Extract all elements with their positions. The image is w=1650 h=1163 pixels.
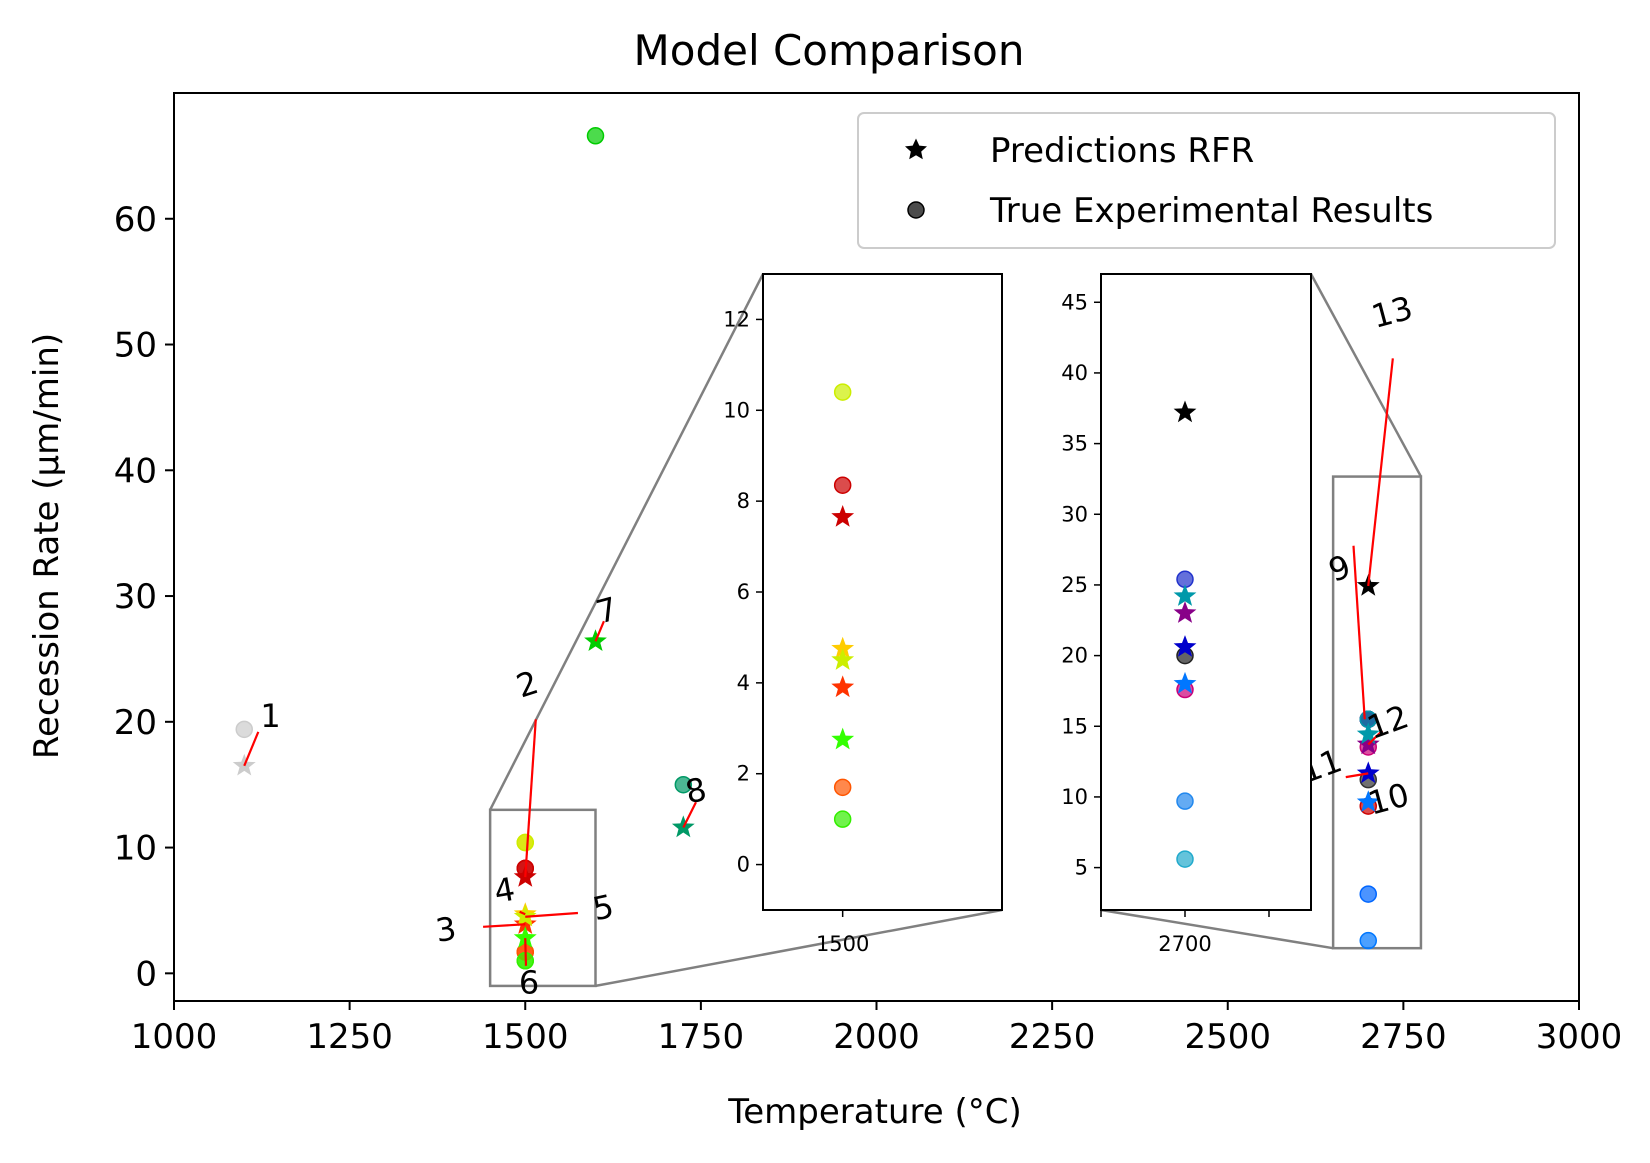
inset-left-y-tick-label: 0 <box>737 853 750 877</box>
x-axis-title: Temperature (°C) <box>727 1092 1021 1132</box>
inset-right-y-tick-label: 5 <box>1075 856 1088 880</box>
legend: Predictions RFR True Experimental Result… <box>857 112 1556 249</box>
zoom-connector <box>595 908 1003 988</box>
inset-right-y-tick-label: 10 <box>1061 785 1088 809</box>
y-tick-label: 20 <box>114 703 157 743</box>
x-tick-label: 3000 <box>1536 1017 1623 1057</box>
annotation-line <box>1367 729 1384 746</box>
inset-left-y-tick-label: 2 <box>737 762 750 786</box>
annotation-line <box>524 719 537 878</box>
true-result-point <box>833 476 852 494</box>
prediction-star <box>831 636 855 659</box>
true-result-point <box>833 810 852 828</box>
legend-label-predictions: Predictions RFR <box>990 131 1254 171</box>
annotation-line <box>524 938 528 966</box>
legend-star-marker <box>905 138 927 160</box>
true-result-point <box>1176 792 1194 810</box>
legend-label-true: True Experimental Results <box>989 191 1433 231</box>
x-tick-label: 2500 <box>1184 1017 1271 1057</box>
annotation-line <box>594 620 605 642</box>
prediction-star <box>1356 790 1380 812</box>
prediction-star <box>831 727 855 750</box>
inset-right-y-tick-label: 40 <box>1061 361 1088 385</box>
annotation-line <box>525 911 579 918</box>
y-tick-label: 30 <box>114 577 157 617</box>
x-tick-label: 1000 <box>131 1017 218 1057</box>
true-result-point <box>516 833 534 852</box>
inset-right-x-tick-label: 2700 <box>1158 932 1211 956</box>
prediction-star <box>1173 601 1197 623</box>
prediction-star <box>513 904 537 927</box>
prediction-star <box>1356 761 1380 784</box>
prediction-star <box>1356 722 1380 745</box>
main-axes: 1000 1250 1500 1750 2000 2250 2500 2750 30000102… <box>114 92 1623 1057</box>
inset-right-y-tick-label: 30 <box>1061 502 1088 526</box>
inset-right-y-tick-label: 15 <box>1061 714 1088 738</box>
x-tick-label: 2250 <box>1009 1017 1096 1057</box>
prediction-star <box>513 926 537 948</box>
inset-left-y-tick-label: 8 <box>737 489 750 513</box>
prediction-star <box>831 505 855 527</box>
true-result-point <box>833 383 852 401</box>
true-result-point <box>1359 931 1377 950</box>
prediction-star <box>1173 400 1197 423</box>
true-result-point <box>674 775 693 794</box>
inset-right-y-tick-label: 35 <box>1061 432 1088 456</box>
inset-left-y-tick-label: 10 <box>723 398 750 422</box>
annotation-line <box>243 731 260 767</box>
x-tick-label: 1500 <box>482 1017 569 1057</box>
y-tick-label: 50 <box>114 326 157 366</box>
annotation-line <box>483 923 526 928</box>
annotation-line <box>519 910 526 916</box>
annotation-line <box>1345 772 1369 779</box>
annotation-line <box>682 801 697 828</box>
inset-right-zoom: 5 10 15 20 25 30 35 40 45 2700 <box>1061 273 1312 956</box>
y-tick-label: 10 <box>114 829 157 869</box>
inset-left-y-tick-label: 4 <box>737 671 750 695</box>
x-tick-label: 2000 <box>833 1017 920 1057</box>
x-tick-label: 1250 <box>306 1017 393 1057</box>
inset-left-x-tick-label: 1500 <box>816 932 869 956</box>
y-tick-label: 60 <box>114 200 157 240</box>
annotation-line <box>1352 545 1366 720</box>
true-result-point <box>586 127 605 145</box>
zoom-connector <box>1100 908 1334 950</box>
zoom-box <box>1331 475 1423 950</box>
annotation-line <box>1367 358 1394 587</box>
prediction-star <box>513 912 537 934</box>
annotation-label: 1 <box>260 697 280 735</box>
inset-right-y-tick-label: 20 <box>1061 644 1088 668</box>
inset-left-y-tick-label: 6 <box>737 580 750 604</box>
inset-right-y-tick-label: 25 <box>1061 573 1088 597</box>
inset-left-zoom: 0 2 4 6 8 10 12 1500 <box>723 273 1003 956</box>
y-tick-label: 40 <box>114 451 157 491</box>
zoom-connector <box>1309 273 1423 478</box>
true-result-point <box>235 720 253 739</box>
true-result-point <box>833 778 852 797</box>
inset-right-y-tick-label: 45 <box>1061 290 1088 314</box>
x-tick-label: 1750 <box>658 1017 745 1057</box>
inset-left-frame <box>762 273 1003 911</box>
prediction-star <box>831 675 855 698</box>
true-result-point <box>1359 885 1377 903</box>
true-result-point <box>1176 850 1194 868</box>
prediction-star <box>1173 671 1197 694</box>
prediction-star <box>831 648 855 670</box>
y-axis-title: Recession Rate (μm/min) <box>27 333 67 759</box>
legend-circle-marker <box>907 201 925 219</box>
x-tick-label: 2750 <box>1360 1017 1447 1057</box>
legend-frame <box>857 112 1556 249</box>
prediction-star <box>1173 584 1197 606</box>
y-tick-label: 0 <box>135 954 157 994</box>
prediction-star <box>1173 635 1197 657</box>
zoom-box <box>488 808 597 988</box>
chart-title: Model Comparison <box>634 26 1025 75</box>
inset-left-y-tick-label: 12 <box>723 307 750 331</box>
inset-right-frame <box>1100 273 1312 911</box>
annotation-label: 6 <box>519 963 539 1001</box>
